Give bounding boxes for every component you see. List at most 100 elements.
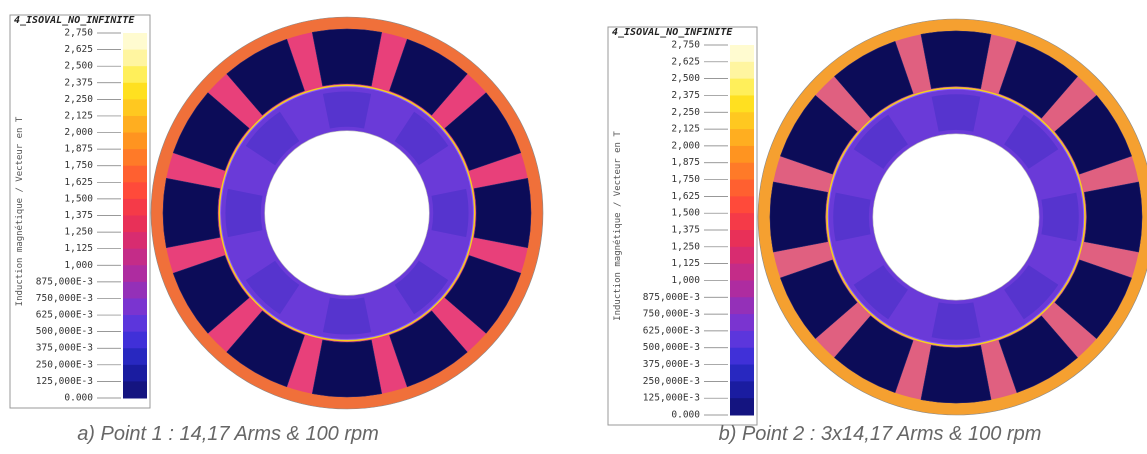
tick-label: 2,125 [64,110,93,121]
color-band [730,162,754,181]
color-band [123,381,147,399]
color-band [730,196,754,214]
tick-label: 0.000 [671,410,700,421]
color-band [123,248,147,266]
color-band [123,348,147,366]
tick-label: 2,750 [64,28,93,39]
stator-slot [389,310,468,388]
color-band [123,215,147,233]
rotor-region [322,297,372,335]
color-band [730,78,754,96]
tick-label: 500,000E-3 [643,342,700,353]
color-band [123,331,147,349]
stator-slot [172,255,250,334]
caption: a) Point 1 : 14,17 Arms & 100 rpm [77,423,379,445]
tick-label: 2,000 [64,127,93,138]
color-band [123,115,147,134]
tick-label: 1,375 [64,210,93,221]
rotor-region [1004,265,1059,320]
rotor-region [931,302,981,340]
stator-slot [444,255,522,334]
tick-label: 1,125 [64,243,93,254]
color-band [730,364,754,382]
color-band [123,315,147,333]
color-band [123,66,147,84]
color-band [730,347,754,366]
stator-slot [311,28,383,87]
stator-slot [172,92,250,171]
stator-slot [473,177,532,249]
rotor-region [245,111,300,166]
stator-slot [920,345,992,404]
tick-label: 2,125 [671,124,700,135]
rotor-region [1004,114,1059,169]
tick-label: 2,375 [671,90,700,101]
shaft-hole [872,133,1040,301]
color-band [730,230,754,248]
tick-label: 1,500 [671,208,700,219]
color-band [730,45,754,63]
tick-label: 250,000E-3 [643,376,700,387]
stator-slot [920,30,992,89]
color-band [730,263,754,281]
color-band [730,280,754,298]
tick-label: 1,625 [671,191,700,202]
rotor-region [225,188,263,238]
tick-label: 1,000 [64,260,93,271]
color-band [123,82,147,100]
stator-slot [998,315,1079,394]
tick-label: 2,625 [64,44,93,55]
axis-label: Induction magnétique / Vecteur en T [612,131,623,321]
tick-label: 250,000E-3 [36,359,93,370]
color-band [123,182,147,200]
color-band [123,265,147,283]
color-band [123,281,147,299]
color-band [123,198,147,216]
color-band [730,129,754,147]
color-band [730,314,754,332]
tick-label: 0.000 [64,393,93,404]
tick-label: 2,250 [64,94,93,105]
color-band [730,381,754,399]
color-band [123,33,147,51]
tick-label: 2,500 [64,61,93,72]
tick-label: 1,750 [64,160,93,171]
legend-title: 4_ISOVAL_NO_INFINITE [14,15,135,26]
color-band [123,49,147,67]
stator-slot [444,92,522,171]
tick-label: 1,625 [64,177,93,188]
color-band [730,398,754,416]
color-band [730,145,754,164]
rotor-region [853,265,908,320]
stator-slot [226,38,305,116]
rotor-region [833,192,871,242]
color-band [123,165,147,183]
tick-label: 625,000E-3 [643,325,700,336]
color-band [730,95,754,113]
tick-label: 750,000E-3 [643,309,700,320]
color-band [123,99,147,117]
color-band [123,364,147,382]
rotor-region [931,94,981,132]
rotor-region [394,260,449,315]
tick-label: 2,625 [671,56,700,67]
stator-slot [389,38,468,116]
rotor-region [394,111,449,166]
tick-label: 750,000E-3 [36,293,93,304]
color-band [730,330,754,349]
color-band [730,213,754,231]
tick-label: 1,875 [671,157,700,168]
color-band [123,149,147,167]
stator-slot [162,177,221,249]
tick-label: 1,750 [671,174,700,185]
tick-label: 1,500 [64,193,93,204]
tick-label: 1,250 [671,241,700,252]
tick-label: 1,125 [671,258,700,269]
color-band [730,61,754,80]
color-band [730,297,754,315]
axis-label: Induction magnétique / Vecteur en T [14,116,25,306]
color-band [123,132,147,150]
tick-label: 1,875 [64,144,93,155]
tick-label: 1,375 [671,225,700,236]
